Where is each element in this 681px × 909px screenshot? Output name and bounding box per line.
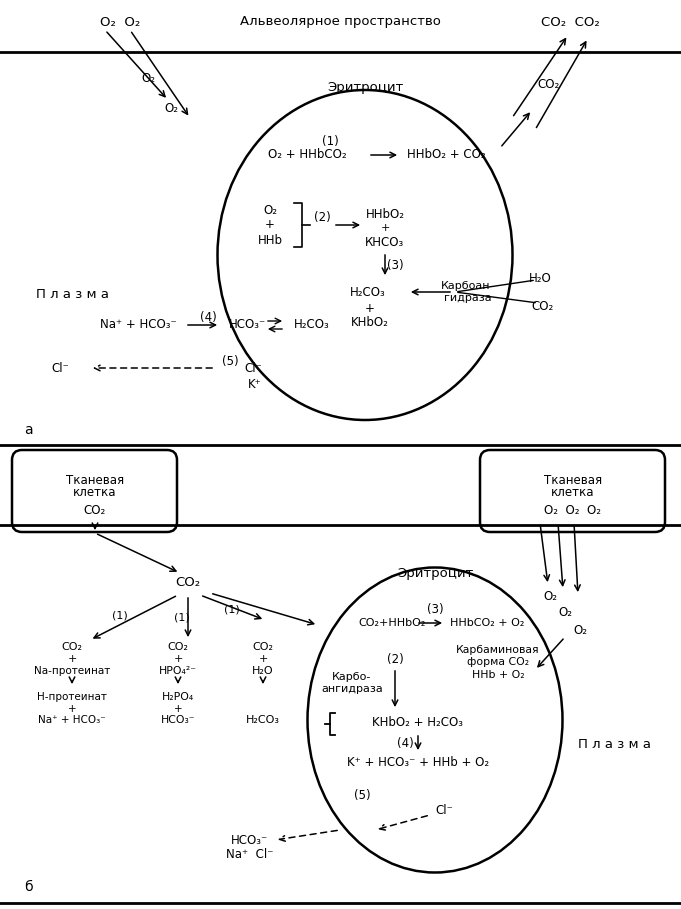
Text: HHbO₂ + CO₂: HHbO₂ + CO₂ xyxy=(407,148,486,162)
Text: O₂: O₂ xyxy=(164,102,178,115)
Text: (5): (5) xyxy=(222,355,238,368)
Text: CO₂: CO₂ xyxy=(168,642,189,652)
Text: Карбаминовая: Карбаминовая xyxy=(456,645,540,655)
Text: +: + xyxy=(173,654,183,664)
Text: (3): (3) xyxy=(387,258,403,272)
Text: O₂: O₂ xyxy=(558,606,572,620)
Text: б: б xyxy=(24,880,32,894)
Text: O₂: O₂ xyxy=(543,591,557,604)
Text: O₂: O₂ xyxy=(573,624,587,636)
Text: Na⁺ + HCO₃⁻: Na⁺ + HCO₃⁻ xyxy=(100,318,177,332)
Text: Эритроцит: Эритроцит xyxy=(327,82,403,95)
Text: П л а з м а: П л а з м а xyxy=(578,738,652,752)
Text: CO₂: CO₂ xyxy=(537,78,559,92)
Text: CO₂+HHbO₂: CO₂+HHbO₂ xyxy=(358,618,426,628)
Text: KHbO₂: KHbO₂ xyxy=(351,316,389,329)
Text: +: + xyxy=(365,302,375,315)
Text: (2): (2) xyxy=(314,212,330,225)
Text: HHb: HHb xyxy=(257,234,283,246)
Text: Cl⁻: Cl⁻ xyxy=(435,804,453,816)
Text: HCO₃⁻: HCO₃⁻ xyxy=(161,715,195,725)
Text: Карбо-: Карбо- xyxy=(332,672,372,682)
Text: O₂: O₂ xyxy=(141,72,155,85)
Text: (1): (1) xyxy=(174,612,190,622)
Text: HPO₄²⁻: HPO₄²⁻ xyxy=(159,666,197,676)
Text: H-протеинат: H-протеинат xyxy=(37,692,107,702)
Text: КНСО₃: КНСО₃ xyxy=(366,235,405,248)
Text: +: + xyxy=(174,704,183,714)
Text: HHbO₂: HHbO₂ xyxy=(366,208,405,222)
Text: CO₂: CO₂ xyxy=(84,504,106,516)
Text: K⁺: K⁺ xyxy=(248,377,262,391)
Text: H₂CO₃: H₂CO₃ xyxy=(246,715,280,725)
Text: Тканевая: Тканевая xyxy=(66,474,124,486)
Text: HCO₃⁻: HCO₃⁻ xyxy=(232,834,268,846)
Text: гидраза: гидраза xyxy=(444,293,492,303)
Text: HCO₃⁻: HCO₃⁻ xyxy=(229,318,267,332)
Text: CO₂: CO₂ xyxy=(532,299,554,313)
Text: клетка: клетка xyxy=(74,486,116,500)
Text: H₂CO₃: H₂CO₃ xyxy=(294,318,330,332)
Text: Na-протеинат: Na-протеинат xyxy=(34,666,110,676)
Text: а: а xyxy=(24,423,32,437)
Text: (4): (4) xyxy=(396,736,413,750)
Text: O₂  O₂: O₂ O₂ xyxy=(100,15,140,28)
Text: H₂O: H₂O xyxy=(252,666,274,676)
Text: ангидраза: ангидраза xyxy=(321,684,383,694)
Text: O₂: O₂ xyxy=(263,204,277,216)
Text: Na⁺ + HCO₃⁻: Na⁺ + HCO₃⁻ xyxy=(38,715,106,725)
Text: HHbCO₂ + O₂: HHbCO₂ + O₂ xyxy=(450,618,524,628)
Text: +: + xyxy=(380,223,390,233)
Text: Эритроцит: Эритроцит xyxy=(397,566,473,580)
Text: П л а з м а: П л а з м а xyxy=(35,288,108,302)
Text: Cl⁻: Cl⁻ xyxy=(244,362,262,375)
Text: +: + xyxy=(265,217,275,231)
Text: (3): (3) xyxy=(427,604,443,616)
Text: Карбоан-: Карбоан- xyxy=(441,281,495,291)
Text: CO₂: CO₂ xyxy=(176,576,201,590)
Text: O₂ + HHbCO₂: O₂ + HHbCO₂ xyxy=(268,148,347,162)
Text: (2): (2) xyxy=(387,654,403,666)
Text: форма CO₂: форма CO₂ xyxy=(467,657,529,667)
Text: CO₂  CO₂: CO₂ CO₂ xyxy=(541,15,599,28)
Text: KHbO₂ + H₂CO₃: KHbO₂ + H₂CO₃ xyxy=(373,716,464,730)
Text: (4): (4) xyxy=(200,312,217,325)
Text: CO₂: CO₂ xyxy=(253,642,274,652)
Text: (1): (1) xyxy=(224,605,240,615)
Text: (5): (5) xyxy=(353,788,370,802)
Text: (1): (1) xyxy=(321,135,338,148)
Text: +: + xyxy=(258,654,268,664)
Text: H₂PO₄: H₂PO₄ xyxy=(162,692,194,702)
Text: Тканевая: Тканевая xyxy=(544,474,602,486)
Text: H₂CO₃: H₂CO₃ xyxy=(350,286,386,299)
Text: Cl⁻: Cl⁻ xyxy=(51,362,69,375)
Text: O₂  O₂  O₂: O₂ O₂ O₂ xyxy=(545,504,601,516)
Text: (1): (1) xyxy=(112,610,128,620)
Text: Na⁺  Cl⁻: Na⁺ Cl⁻ xyxy=(226,848,274,862)
Text: +: + xyxy=(67,654,77,664)
Text: H₂O: H₂O xyxy=(528,272,552,285)
Text: HHb + O₂: HHb + O₂ xyxy=(472,670,524,680)
Text: K⁺ + HCO₃⁻ + HHb + O₂: K⁺ + HCO₃⁻ + HHb + O₂ xyxy=(347,756,489,770)
Text: +: + xyxy=(67,704,76,714)
Text: клетка: клетка xyxy=(551,486,595,500)
Text: Альвеолярное пространство: Альвеолярное пространство xyxy=(240,15,441,28)
Text: CO₂: CO₂ xyxy=(61,642,82,652)
